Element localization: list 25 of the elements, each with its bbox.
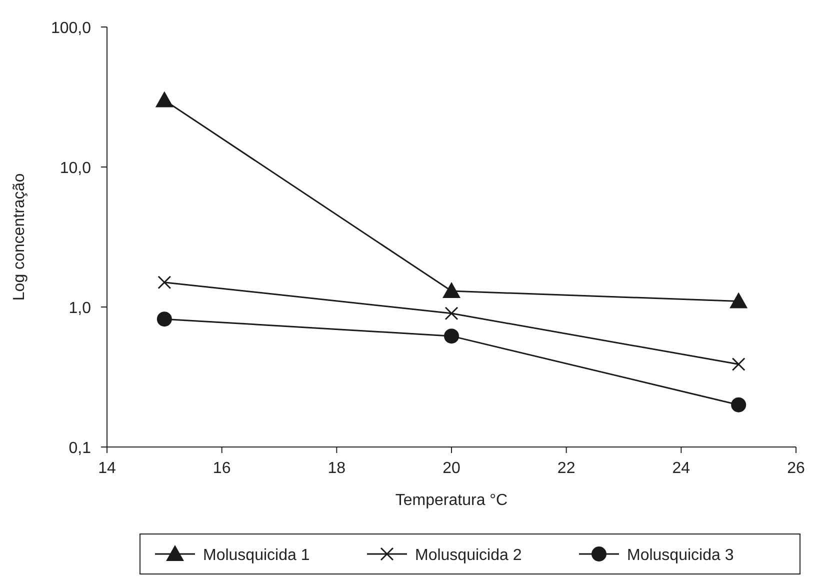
point bbox=[155, 91, 174, 108]
x-tick-label: 20 bbox=[442, 460, 460, 477]
x-tick-label: 16 bbox=[212, 460, 231, 477]
point bbox=[732, 358, 746, 371]
x-tick-label: 18 bbox=[328, 460, 346, 477]
point bbox=[730, 292, 748, 308]
y-tick-label: 10,0 bbox=[60, 160, 92, 177]
y-axis-title: Log concentração bbox=[11, 173, 28, 301]
legend-label: Molusquicida 3 bbox=[627, 547, 734, 564]
y-tick-label: 1,0 bbox=[68, 300, 92, 317]
point bbox=[444, 328, 459, 344]
x-tick-label: 14 bbox=[98, 460, 116, 477]
x-tick-label: 22 bbox=[557, 460, 576, 477]
legend-label: Molusquicida 1 bbox=[203, 547, 310, 564]
y-tick-label: 0,1 bbox=[68, 440, 92, 457]
x-axis-title: Temperatura °C bbox=[395, 492, 508, 509]
point bbox=[442, 282, 460, 298]
point bbox=[156, 312, 172, 327]
y-tick-label: 100,0 bbox=[50, 20, 92, 37]
point bbox=[158, 276, 172, 290]
x-tick-label: 24 bbox=[672, 460, 690, 477]
point bbox=[444, 306, 458, 320]
point bbox=[731, 397, 746, 412]
legend-label: Molusquicida 2 bbox=[415, 547, 522, 564]
x-tick-label: 26 bbox=[787, 460, 805, 477]
